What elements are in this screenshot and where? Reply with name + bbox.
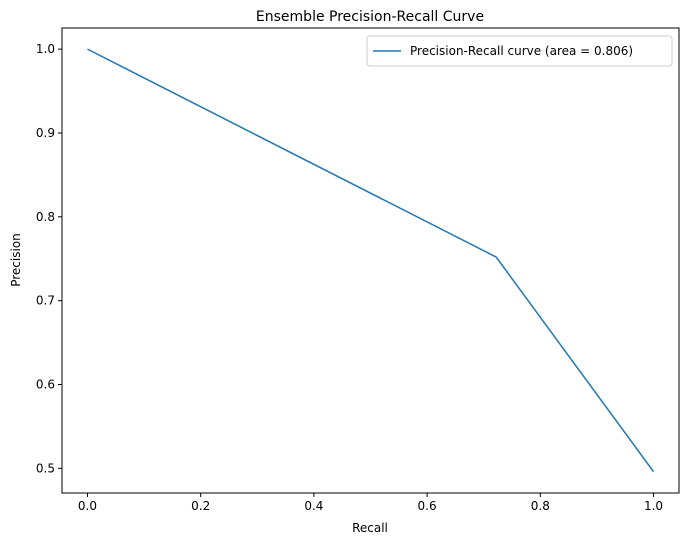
plot-area — [62, 28, 679, 493]
y-tick-label: 0.6 — [36, 378, 55, 392]
x-tick-label: 1.0 — [644, 499, 663, 513]
y-axis-label: Precision — [9, 233, 23, 287]
y-tick-label: 0.8 — [36, 210, 55, 224]
y-axis-ticks: 0.5 0.6 0.7 0.8 0.9 1.0 — [36, 42, 62, 475]
y-tick-label: 0.9 — [36, 126, 55, 140]
x-tick-label: 0.2 — [191, 499, 210, 513]
legend-frame — [366, 35, 673, 67]
y-tick-label: 0.5 — [36, 461, 55, 475]
plot-frame — [61, 27, 680, 494]
legend: Precision-Recall curve (area = 0.806) — [366, 35, 673, 67]
chart-title: Ensemble Precision-Recall Curve — [256, 9, 484, 25]
y-tick-label: 1.0 — [36, 42, 55, 56]
series-line — [87, 48, 655, 473]
series-layer — [87, 48, 655, 473]
x-tick-label: 0.4 — [304, 499, 323, 513]
y-tick-label: 0.7 — [36, 294, 55, 308]
legend-entry-label: Precision-Recall curve (area = 0.806) — [410, 44, 633, 58]
x-tick-label: 0.8 — [531, 499, 550, 513]
x-tick-label: 0.0 — [78, 499, 97, 513]
x-axis-ticks: 0.0 0.2 0.4 0.6 0.8 1.0 — [78, 493, 663, 513]
x-tick-label: 0.6 — [418, 499, 437, 513]
x-axis-label: Recall — [352, 521, 388, 535]
